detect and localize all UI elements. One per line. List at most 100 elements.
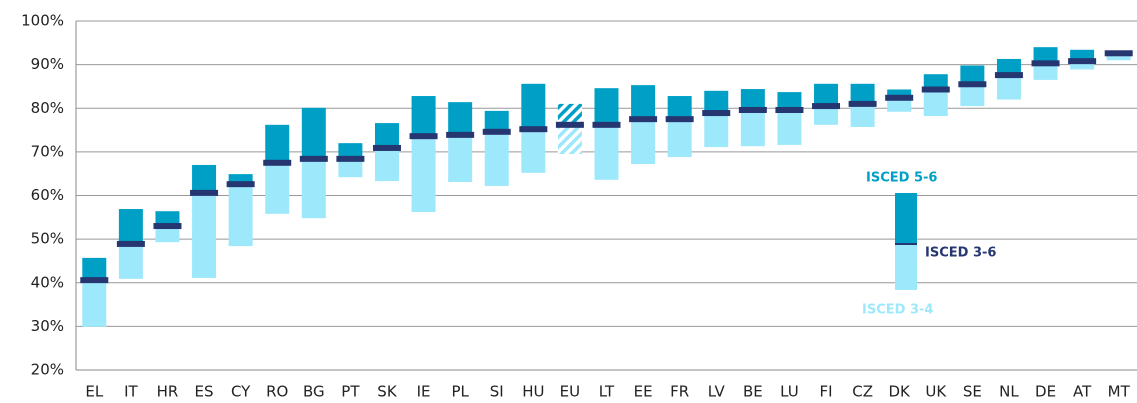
bar-upper [594,88,619,125]
bar-upper [484,110,509,132]
bar-lower [850,103,875,128]
bar-upper [301,107,326,159]
bar-lower [777,109,802,145]
bar-lower [557,124,582,155]
x-tick-label: AT [1073,383,1092,401]
x-tick-label: SK [377,383,398,401]
bar-upper [374,123,399,148]
marker [299,155,328,162]
bar-upper [411,96,436,137]
marker [958,81,987,88]
marker [153,223,182,230]
marker [519,126,548,133]
x-tick-label: ES [195,383,214,401]
marker [629,116,658,123]
y-tick-label: 30% [31,317,64,335]
bar-lower [155,226,180,243]
x-tick-label: BE [743,383,763,401]
marker [1068,58,1097,65]
marker [80,277,109,284]
marker [482,128,511,135]
x-tick-label: SI [490,383,504,401]
marker [116,240,145,247]
marker [1031,60,1060,67]
marker [702,110,731,117]
bar-lower [631,119,656,165]
bar-upper [923,74,948,90]
marker [812,103,841,110]
bar-lower [265,162,290,214]
bar-lower [887,97,912,112]
marker [994,72,1023,79]
x-tick-label: FR [670,383,689,401]
bar-upper [228,174,253,185]
legend-label: ISCED 5-6 [866,171,937,186]
bar-upper [740,89,765,110]
bar-upper [960,65,985,85]
x-tick-label: SE [963,383,982,401]
bar-lower [814,106,839,125]
bar-lower [594,124,619,180]
x-tick-label: UK [925,383,947,401]
y-tick-label: 50% [31,230,64,248]
legend-swatch [895,193,917,244]
bar-lower [1070,61,1095,70]
x-tick-label: NL [999,383,1019,401]
bar-lower [338,158,363,178]
bar-upper [448,102,473,135]
x-tick-label: FI [819,383,832,401]
bar-upper [850,83,875,104]
bar-upper [631,85,656,120]
x-tick-label: EU [560,383,580,401]
x-tick-label: LV [708,383,726,401]
x-tick-label: MT [1108,383,1131,401]
marker [336,155,365,162]
x-tick-label: LT [599,383,615,401]
marker [226,181,255,188]
x-tick-label: PT [341,383,360,401]
y-tick-label: 70% [31,142,64,160]
x-tick-label: LU [780,383,799,401]
x-tick-label: IE [417,383,431,401]
bar-upper [557,103,582,125]
bar-lower [521,129,546,173]
bar-lower [192,192,217,278]
bar-upper [521,83,546,130]
bar-lower [228,184,253,247]
x-tick-label: EE [634,383,653,401]
bar-lower [411,136,436,213]
bar-upper [1070,49,1095,62]
x-tick-label: PL [451,383,469,401]
bar-lower [667,119,692,158]
bar-lower [374,147,399,182]
bar-upper [265,124,290,163]
y-tick-label: 20% [31,361,64,379]
bar-lower [704,113,729,148]
bar-upper [667,96,692,120]
marker [446,131,475,138]
bar-lower [923,89,948,117]
marker [738,106,767,113]
marker [665,116,694,123]
bar-upper [82,257,107,281]
bar-upper [338,143,363,159]
bar-upper [996,58,1021,76]
x-tick-label: HU [522,383,544,401]
bar-lower [996,75,1021,100]
y-tick-label: 60% [31,186,64,204]
marker [848,100,877,107]
x-tick-label: CZ [852,383,873,401]
marker [555,121,584,128]
marker [592,121,621,128]
bar-upper [192,164,217,193]
legend-swatch [895,244,917,290]
bar-lower [82,280,107,327]
bar-upper [704,90,729,114]
y-tick-label: 90% [31,55,64,73]
x-tick-label: DE [1035,383,1056,401]
x-tick-label: DK [888,383,911,401]
bar-lower [740,109,765,147]
marker [372,144,401,151]
marker [263,159,292,166]
